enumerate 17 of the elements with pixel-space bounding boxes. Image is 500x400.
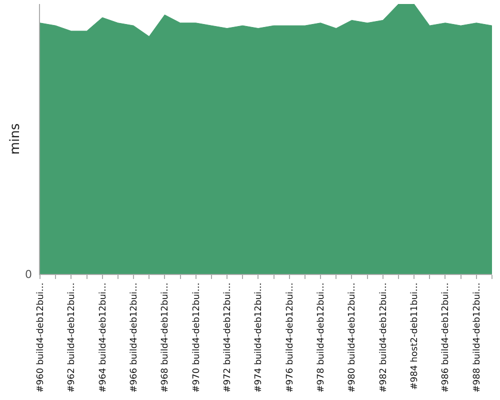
x-tick-label: #986 build4-deb12bui… [441,282,452,393]
x-tick-label: #970 build4-deb12bui… [192,282,202,393]
x-tick-label: #974 build4-deb12bui… [254,282,264,393]
x-tick-label: #978 build4-deb12bui… [316,282,326,393]
x-tick-label: #966 build4-deb12bui… [129,282,140,393]
x-tick-label: #960 build4-deb12bui… [36,282,46,393]
x-tick-label: #972 build4-deb12bui… [222,282,233,393]
x-tick-label: #964 build4-deb12bui… [98,282,108,393]
x-tick-label: #988 build4-deb12bui… [472,282,482,393]
text: 0 [25,268,32,281]
y-axis-title: mins [8,123,23,155]
x-tick-label: #968 build4-deb12bui… [160,282,171,393]
x-tick-label: #982 build4-deb12bui… [378,282,389,393]
x-tick-label: #984 host2-deb11bui… [410,282,420,390]
x-tick-label: #980 build4-deb12bui… [348,282,358,393]
x-tick-label: #962 build4-deb12bui… [67,282,78,393]
x-tick-label: #976 build4-deb12bui… [285,282,296,393]
